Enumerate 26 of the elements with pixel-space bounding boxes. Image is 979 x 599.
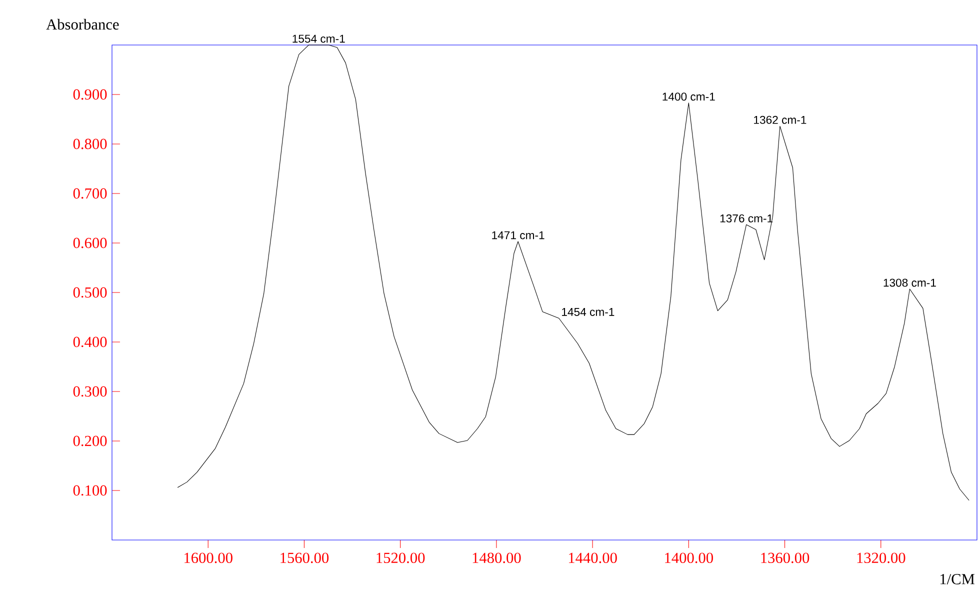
y-tick-label: 0.200 <box>73 436 107 446</box>
y-tick-label: 0.400 <box>73 336 107 348</box>
y-tick-label: 0.800 <box>73 138 107 150</box>
y-tick-label: 0.900 <box>73 89 107 100</box>
x-tick-label: 1520.00 <box>376 552 425 564</box>
x-tick-label: 1560.00 <box>280 552 329 564</box>
y-axis-title: Absorbance <box>46 18 119 30</box>
y-tick-label: 0.500 <box>73 287 107 298</box>
x-tick-label: 1480.00 <box>472 552 521 564</box>
y-tick-label: 0.100 <box>73 485 107 496</box>
y-tick-label: 0.700 <box>73 188 107 199</box>
annotation: 1376 cm-1 <box>720 214 773 222</box>
annotation: 1400 cm-1 <box>662 92 715 101</box>
x-axis-title: 1/CM <box>940 574 974 584</box>
y-tick-label: 0.600 <box>73 238 107 248</box>
x-tick-label: 1440.00 <box>568 552 617 564</box>
annotation: 1362 cm-1 <box>754 116 806 124</box>
annotation: 1308 cm-1 <box>884 278 936 287</box>
y-tick-label: 0.300 <box>73 386 107 397</box>
annotation: 1454 cm-1 <box>562 308 614 316</box>
annotation: 1471 cm-1 <box>492 231 544 240</box>
x-tick-label: 1320.00 <box>857 552 906 564</box>
x-tick-label: 1400.00 <box>665 552 713 564</box>
annotation: 1554 cm-1 <box>292 34 345 43</box>
x-tick-label: 1360.00 <box>761 552 810 564</box>
x-tick-label: 1600.00 <box>184 552 232 564</box>
